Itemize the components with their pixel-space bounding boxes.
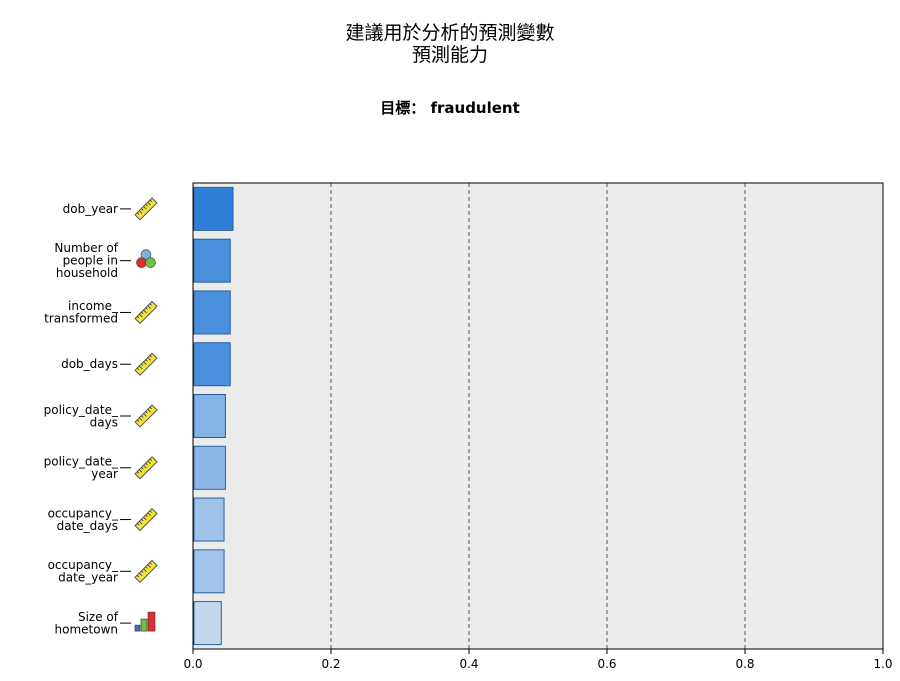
ruler-icon [134,507,158,532]
bar [193,394,226,438]
category-label: policy_date_ year [44,455,119,482]
ordinal-bars-icon [134,611,156,632]
bar [193,445,226,490]
category-label: occupancy_ date_days [48,506,119,533]
nominal-circles-icon [136,249,156,268]
ruler-icon [134,559,158,584]
bar [193,342,231,387]
category-label: dob_year [63,202,118,216]
x-tick-label: 1.0 [873,657,892,671]
bar [193,497,225,542]
category-label: dob_days [61,357,118,371]
bar [193,186,234,231]
bar [193,238,231,283]
category-label: Size of hometown [55,610,119,637]
target-label: 目標： [380,99,426,117]
chart-title-line-1: 建議用於分析的預測變數 [345,22,555,44]
bar [193,601,222,646]
x-tick-label: 0.0 [183,657,202,671]
plot-frame [192,182,884,650]
target-subtitle: 目標： fraudulent [0,97,900,118]
target-value: fraudulent [430,99,520,117]
x-tick-label: 0.2 [321,657,340,671]
chart-title-line-2: 預測能力 [411,44,488,66]
ruler-icon [134,404,158,428]
category-label: income_ transformed [44,299,119,326]
ruler-icon [134,352,158,376]
ruler-icon [134,456,158,480]
plot-area [193,183,883,649]
bar [193,290,231,335]
x-tick-label: 0.6 [597,657,616,671]
ruler-icon [134,197,158,221]
x-tick-label: 0.8 [735,657,754,671]
chart-title: 建議用於分析的預測變數 預測能力 [0,22,900,66]
ruler-icon [134,300,158,325]
x-tick-label: 0.4 [459,657,478,671]
category-label: policy_date_ days [44,403,119,430]
category-label: occupancy_ date_year [48,558,119,585]
bar [193,549,225,594]
category-label: Number of people in household [54,241,118,280]
